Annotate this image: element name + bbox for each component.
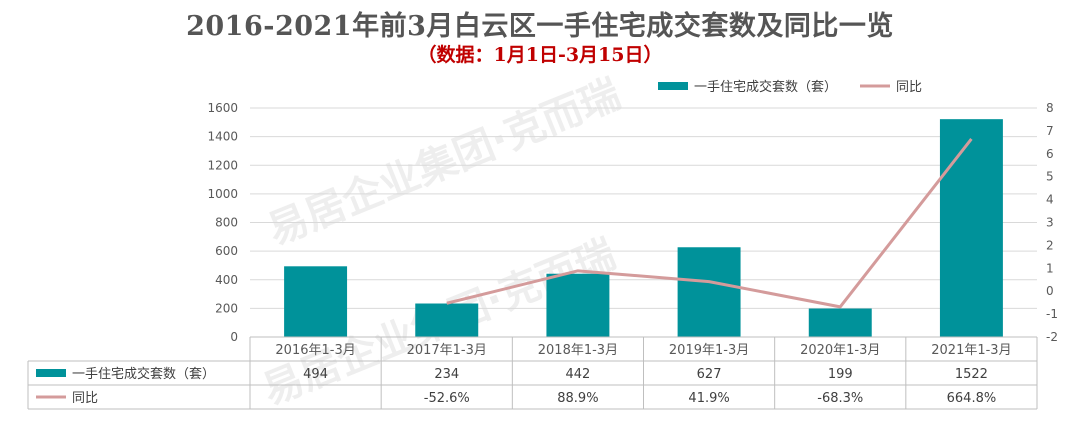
bar [808,308,872,337]
y-right-tick-label: 6 [1046,147,1054,161]
x-category-label: 2019年1-3月 [669,343,749,358]
table-cell: 88.9% [557,391,598,406]
table-row-label: 同比 [72,391,98,406]
chart-title: 2016-2021年前3月白云区一手住宅成交套数及同比一览 [186,11,894,42]
table-cell: -52.6% [424,391,470,406]
y-left-tick-label: 800 [215,216,238,230]
table-cell: 442 [566,367,591,382]
table-legend-key [36,369,66,377]
x-category-label: 2018年1-3月 [538,343,618,358]
x-category-label: 2017年1-3月 [407,343,487,358]
y-right-tick-label: 4 [1046,193,1054,207]
y-left-tick-label: 200 [215,301,238,315]
table-cell: 494 [303,367,328,382]
y-left-tick-label: 1400 [207,130,238,144]
table-cell: 199 [828,367,853,382]
legend-label: 同比 [896,80,922,95]
x-category-label: 2016年1-3月 [275,343,355,358]
table-row-label: 一手住宅成交套数（套） [72,366,215,382]
legend-key-bar [658,82,688,90]
y-right-tick-label: 2 [1046,238,1054,252]
chart-subtitle: （数据：1月1日-3月15日） [417,44,663,66]
bar [284,266,348,337]
bar [415,303,479,337]
x-category-label: 2020年1-3月 [800,343,880,358]
y-left-tick-label: 0 [230,330,238,344]
y-left-tick-label: 400 [215,273,238,287]
table-cell: 664.8% [947,391,997,406]
y-right-tick-label: 1 [1046,261,1054,275]
bar [546,273,610,337]
table-cell: 1522 [955,367,988,382]
legend-label: 一手住宅成交套数（套） [694,79,837,95]
bar [677,247,741,337]
y-right-tick-label: 8 [1046,101,1054,115]
y-left-tick-label: 600 [215,244,238,258]
table-cell: 41.9% [688,391,729,406]
y-left-tick-label: 1000 [207,187,238,201]
y-right-tick-label: 3 [1046,216,1054,230]
y-right-tick-label: 5 [1046,170,1054,184]
table-cell: -68.3% [817,391,863,406]
y-right-tick-label: -2 [1046,330,1058,344]
y-left-tick-label: 1200 [207,158,238,172]
table-cell: 234 [434,367,459,382]
y-left-tick-label: 1600 [207,101,238,115]
bar [939,119,1003,337]
x-category-label: 2021年1-3月 [931,343,1011,358]
y-right-tick-label: 0 [1046,284,1054,298]
y-right-tick-label: -1 [1046,307,1058,321]
table-cell: 627 [697,367,722,382]
y-right-tick-label: 7 [1046,124,1054,138]
line-series [446,138,973,309]
